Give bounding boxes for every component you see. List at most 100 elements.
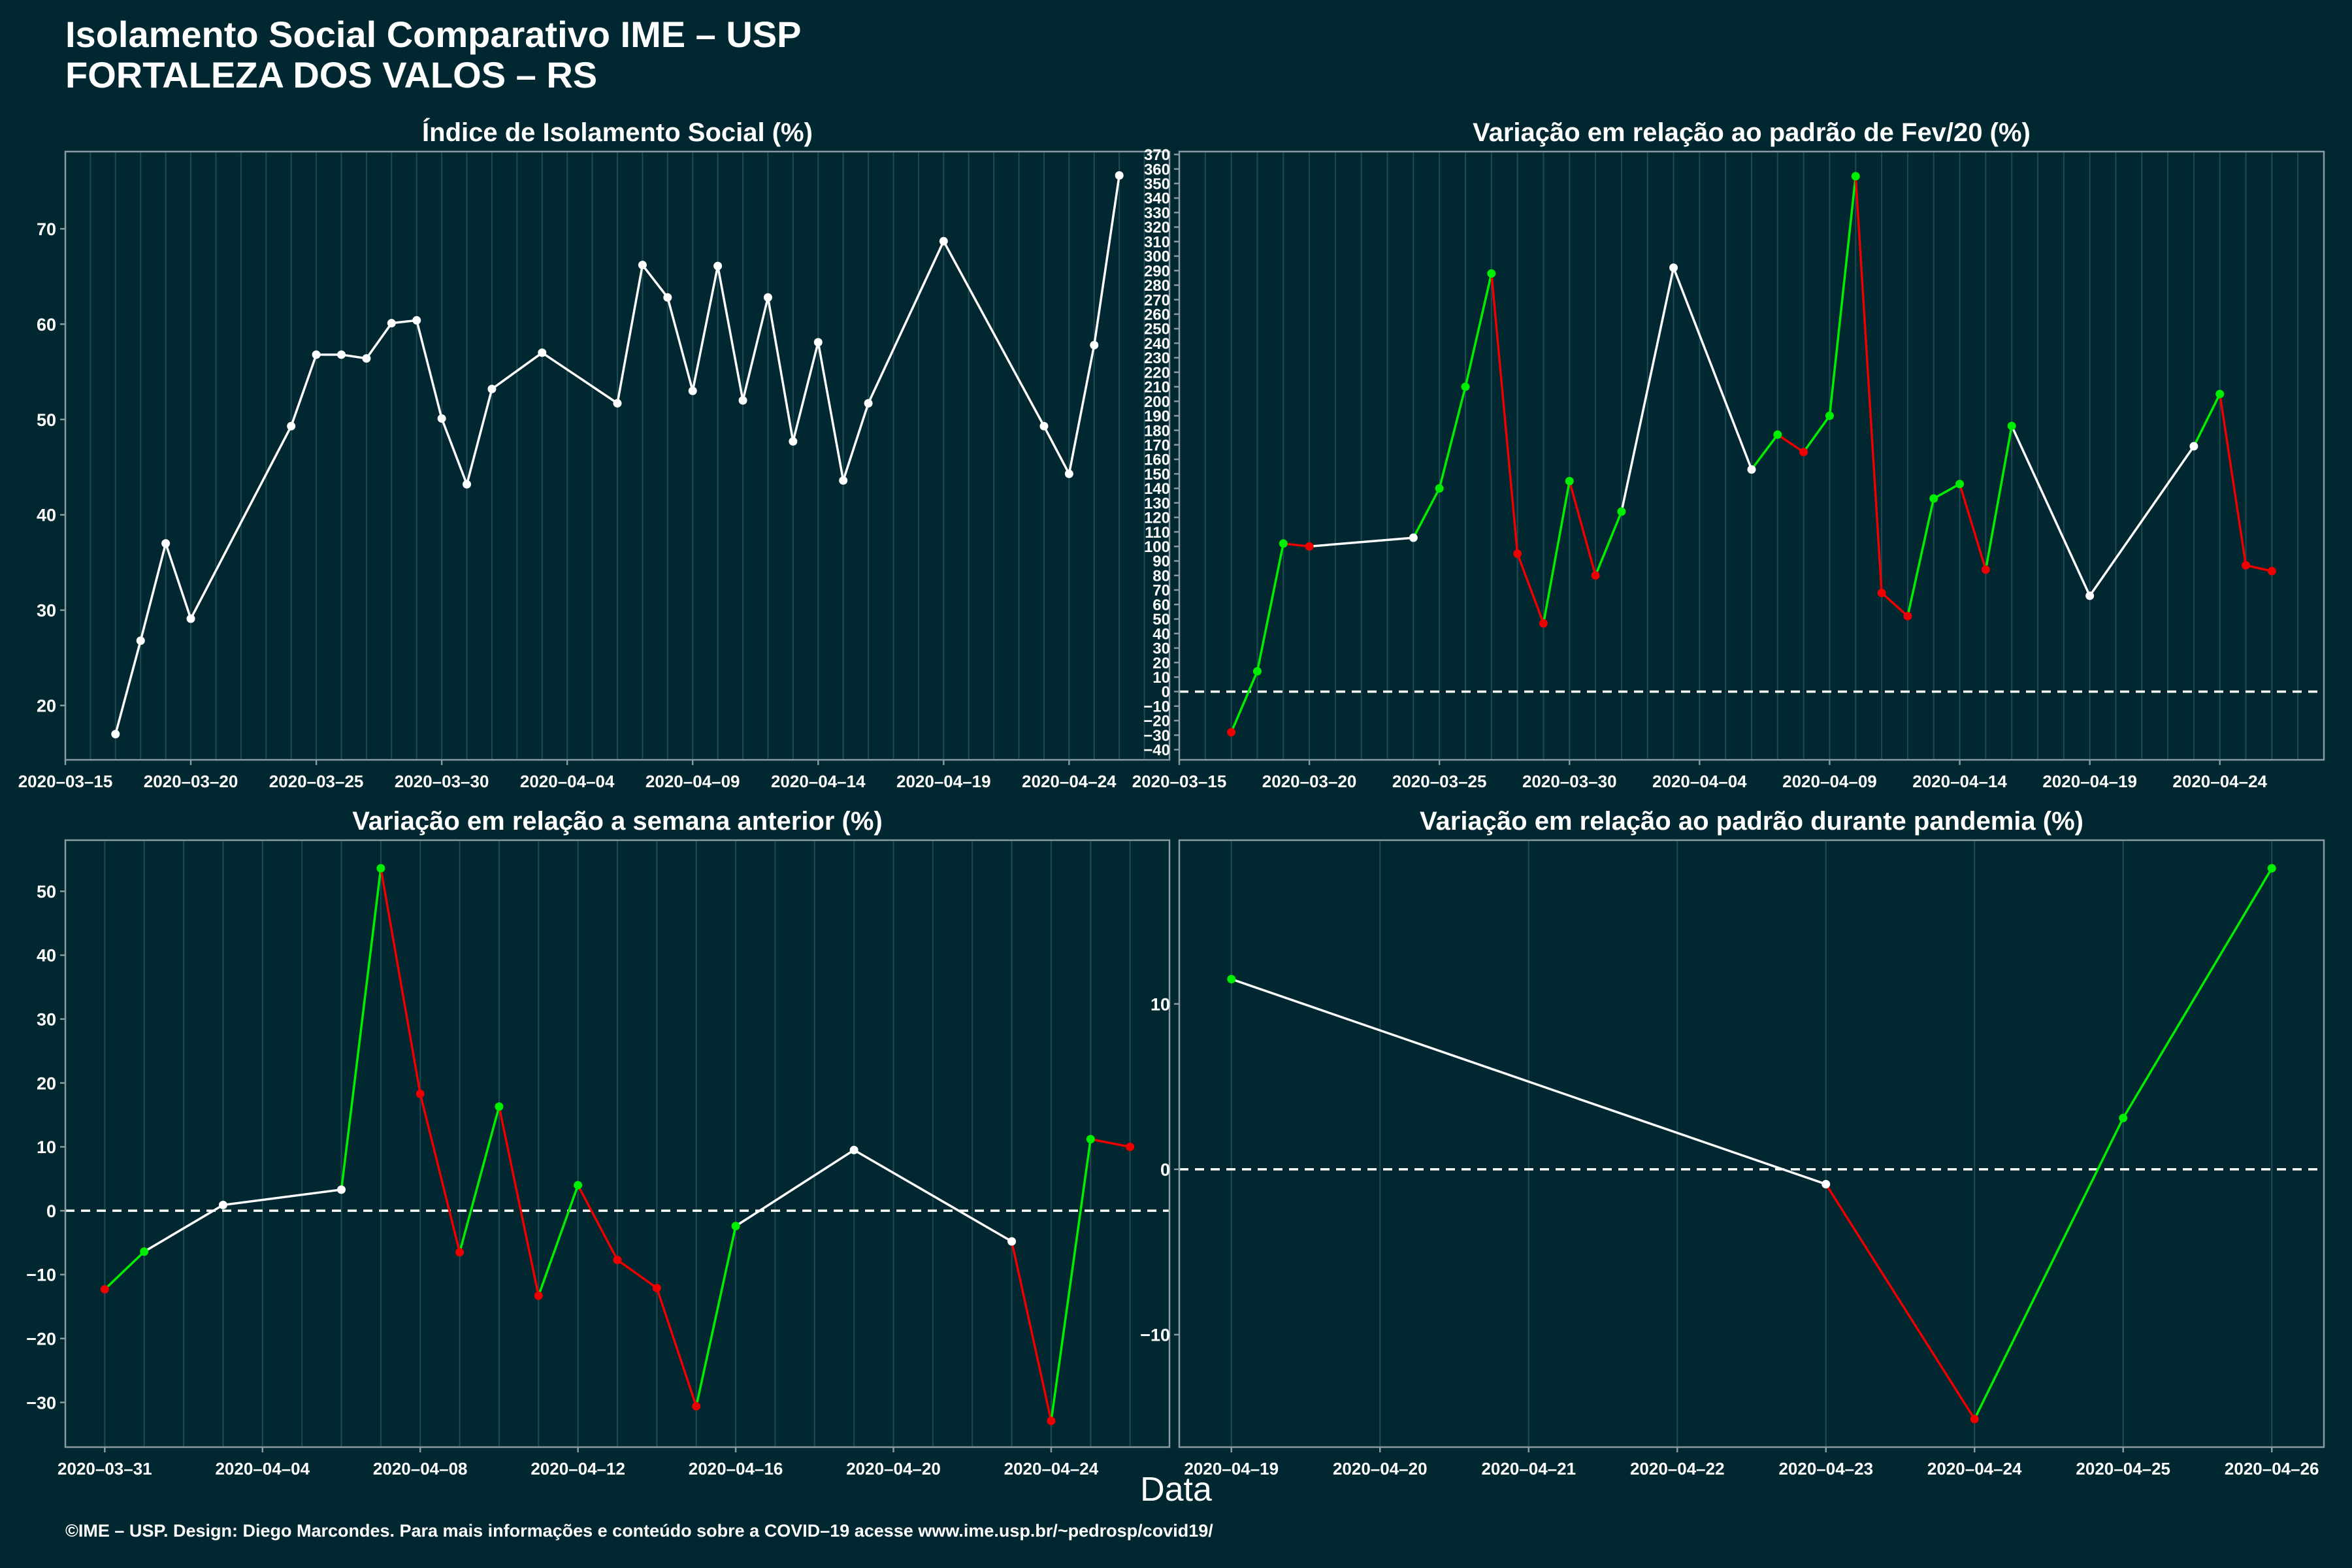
data-point (864, 399, 873, 408)
y-tick-label: 150 (1144, 466, 1170, 483)
y-tick-label: 240 (1144, 335, 1170, 353)
title-line-2: FORTALEZA DOS VALOS – RS (65, 54, 598, 95)
data-point (763, 293, 772, 302)
series-segment (1043, 425, 1071, 475)
data-point (1877, 588, 1886, 597)
y-tick-label: 10 (1151, 994, 1170, 1014)
x-tick-label: 2020–04–26 (2225, 1459, 2319, 1478)
series-segment (1282, 542, 1311, 548)
series-segment (2244, 564, 2274, 572)
y-tick-label: 190 (1144, 408, 1170, 425)
data-point (1115, 171, 1124, 180)
series-segment (537, 1184, 580, 1297)
plot-frame (1178, 150, 2325, 761)
series-segment (139, 542, 167, 642)
data-point (1773, 430, 1782, 439)
x-tick-label: 2020–04–24 (1927, 1459, 2022, 1478)
y-tick-label: −10 (26, 1266, 56, 1285)
series-segment (2121, 867, 2273, 1120)
x-tick-label: 2020–04–19 (896, 772, 991, 791)
y-tick-label: 60 (37, 315, 56, 335)
x-tick-label: 2020–04–09 (645, 772, 740, 791)
plot-frame (64, 150, 1171, 761)
series-segment (1824, 1183, 1976, 1420)
y-tick-label: 10 (37, 1137, 56, 1157)
x-tick-label: 2020–04–04 (520, 772, 615, 791)
y-tick-label: 260 (1144, 306, 1170, 323)
x-tick-label: 2020–04–22 (1630, 1459, 1725, 1478)
vs-feb-chart: Variação em relação ao padrão de Fev/20 … (1132, 118, 2325, 791)
series-segment (817, 341, 845, 482)
data-point (638, 261, 647, 270)
data-point (1461, 382, 1470, 391)
data-point (437, 414, 446, 423)
data-point (1747, 465, 1756, 474)
series-segment (365, 321, 393, 360)
series-segment (1256, 542, 1285, 673)
y-tick-label: −20 (1143, 713, 1170, 730)
y-tick-label: 360 (1144, 161, 1170, 178)
series-segment (142, 1203, 225, 1253)
series-segment (1050, 1137, 1092, 1422)
series-segment (380, 867, 421, 1095)
x-tick-label: 2020–04–24 (1022, 772, 1117, 791)
plot-area (1179, 840, 2324, 1447)
data-point (813, 338, 823, 347)
series-segment (853, 1149, 1013, 1243)
data-point (287, 421, 296, 431)
series-segment (1068, 344, 1096, 475)
plot-frame (64, 839, 1171, 1448)
data-point (1279, 539, 1288, 548)
series-segment (114, 639, 142, 736)
series-segment (1412, 487, 1441, 539)
data-point (534, 1291, 543, 1300)
x-tick-label: 2020–04–21 (1481, 1459, 1576, 1478)
x-tick-label: 2020–04–25 (2076, 1459, 2170, 1478)
x-tick-label: 2020–04–09 (1782, 772, 1877, 791)
title-line-1: Isolamento Social Comparativo IME – USP (65, 14, 802, 55)
x-tick-label: 2020–04–08 (373, 1459, 468, 1478)
y-tick-label: 70 (1152, 582, 1170, 600)
data-point (1617, 507, 1626, 516)
x-tick-label: 2020–03–30 (1522, 772, 1617, 791)
series-segment (742, 296, 770, 402)
x-tick-label: 2020–03–20 (1262, 772, 1357, 791)
y-tick-label: 280 (1144, 277, 1170, 295)
y-tick-label: 370 (1144, 146, 1170, 164)
series-segment (2193, 393, 2221, 448)
data-point (1513, 549, 1522, 558)
y-tick-label: 230 (1144, 350, 1170, 367)
data-point (2267, 864, 2276, 873)
series-segment (1750, 433, 1779, 471)
x-tick-label: 2020–04–23 (1778, 1459, 1873, 1478)
data-point (111, 730, 120, 739)
data-point (713, 261, 723, 270)
panel-title: Variação em relação ao padrão de Fev/20 … (1473, 118, 2031, 147)
y-tick-label: −10 (1143, 698, 1170, 715)
data-point (1007, 1237, 1017, 1246)
series-segment (1230, 977, 1827, 1186)
isolation-index-chart: Índice de Isolamento Social (%)203040506… (18, 118, 1171, 791)
x-tick-label: 2020–03–15 (1132, 772, 1227, 791)
data-point (412, 316, 421, 325)
data-point (362, 354, 371, 363)
data-point (1669, 263, 1678, 272)
x-tick-label: 2020–03–25 (1392, 772, 1487, 791)
y-tick-label: 330 (1144, 204, 1170, 222)
series-segment (440, 417, 468, 486)
series-segment (1880, 591, 1909, 617)
series-segment (289, 353, 318, 428)
series-segment (1464, 272, 1493, 388)
series-segment (694, 1224, 737, 1408)
data-point (1970, 1414, 1979, 1424)
footer-credits: ©IME – USP. Design: Diego Marcondes. Par… (65, 1521, 1213, 1541)
series-segment (716, 265, 744, 402)
series-segment (1672, 267, 1753, 471)
series-segment (2218, 393, 2247, 567)
y-tick-label: 310 (1144, 233, 1170, 251)
y-tick-label: 180 (1144, 422, 1170, 440)
data-point (2242, 561, 2251, 570)
y-tick-label: 20 (37, 1073, 56, 1093)
data-point (1227, 728, 1236, 737)
